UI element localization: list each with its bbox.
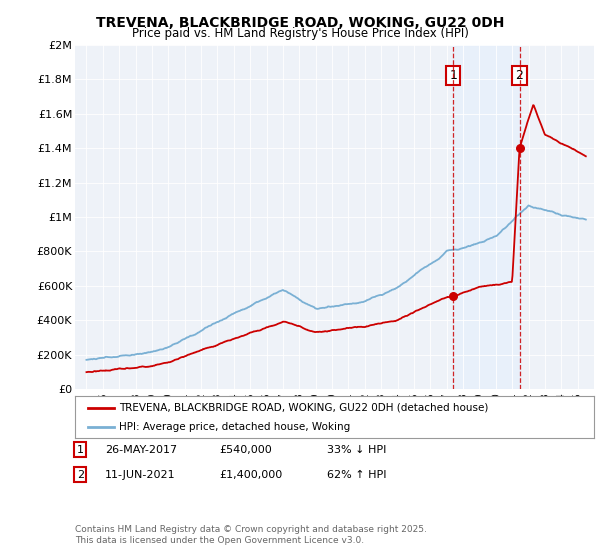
Point [515, 144, 524, 153]
Text: Contains HM Land Registry data © Crown copyright and database right 2025.
This d: Contains HM Land Registry data © Crown c… [75, 525, 427, 545]
Text: £540,000: £540,000 [219, 445, 272, 455]
Bar [453, 45, 520, 389]
Text: TREVENA, BLACKBRIDGE ROAD, WOKING, GU22 0DH: TREVENA, BLACKBRIDGE ROAD, WOKING, GU22 … [96, 16, 504, 30]
Text: 1: 1 [449, 69, 457, 82]
Text: TREVENA, BLACKBRIDGE ROAD, WOKING, GU22 0DH (detached house): TREVENA, BLACKBRIDGE ROAD, WOKING, GU22 … [119, 403, 488, 413]
Point [448, 292, 458, 301]
Text: 11-JUN-2021: 11-JUN-2021 [105, 470, 176, 480]
Text: 33% ↓ HPI: 33% ↓ HPI [327, 445, 386, 455]
Text: 62% ↑ HPI: 62% ↑ HPI [327, 470, 386, 480]
Text: Price paid vs. HM Land Registry's House Price Index (HPI): Price paid vs. HM Land Registry's House … [131, 27, 469, 40]
Text: 1: 1 [77, 445, 84, 455]
Text: £1,400,000: £1,400,000 [219, 470, 282, 480]
Text: 26-MAY-2017: 26-MAY-2017 [105, 445, 177, 455]
Text: 2: 2 [515, 69, 523, 82]
Text: 2: 2 [77, 470, 84, 480]
Text: HPI: Average price, detached house, Woking: HPI: Average price, detached house, Woki… [119, 422, 350, 432]
